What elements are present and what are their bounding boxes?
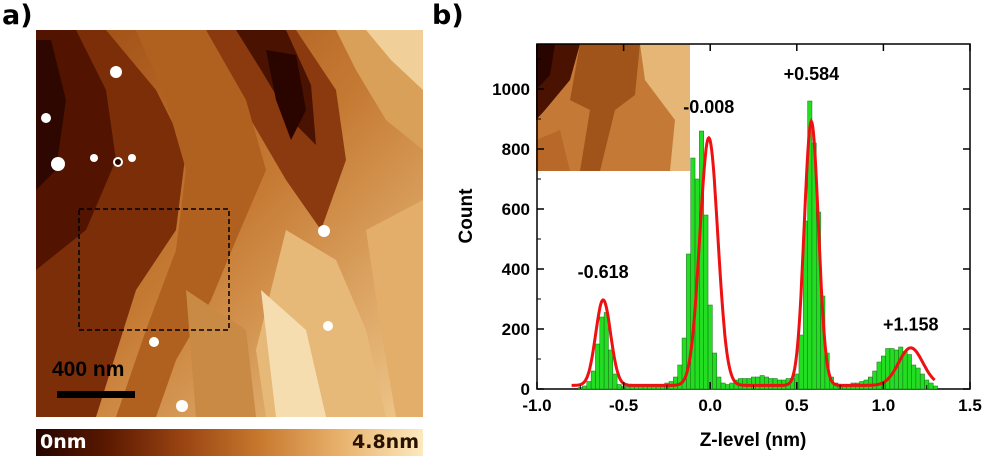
inset-terrace	[570, 44, 640, 171]
x-tick-label: -1.0	[522, 396, 551, 415]
peak-label: -0.618	[578, 262, 629, 282]
histogram-bar	[673, 376, 678, 390]
afm-particle	[51, 157, 65, 171]
histogram-bar	[720, 382, 726, 390]
x-tick-label: -0.5	[609, 396, 638, 415]
y-tick-label: 400	[502, 260, 530, 279]
y-tick-label: 200	[502, 320, 530, 339]
histogram-bar	[764, 376, 769, 390]
y-axis-label: Count	[456, 188, 477, 244]
histogram-bar	[729, 382, 735, 390]
histogram-bar	[798, 334, 804, 390]
x-tick-label: 1.0	[872, 396, 896, 415]
histogram-bar	[759, 375, 765, 390]
afm-particle	[318, 225, 330, 237]
inset-terrace	[536, 130, 570, 171]
panel-b-label: b)	[432, 0, 464, 31]
histogram-bar	[582, 385, 588, 390]
histogram-bar	[915, 367, 921, 390]
axis-ticks: -1.0 -0.5 0.0 0.5 1.0 1.5 0 200 400 600 800 1000	[492, 44, 982, 415]
histogram-bar	[703, 214, 709, 390]
histogram-bar	[928, 382, 934, 390]
afm-particle	[128, 154, 136, 162]
x-tick-label: 0.0	[698, 396, 722, 415]
histogram-bar	[599, 316, 605, 390]
peak-label: -0.008	[683, 97, 734, 117]
colorbar-max-label: 4.8nm	[352, 431, 419, 453]
afm-topography-image: 400 nm	[36, 30, 423, 417]
y-tick-label: 0	[521, 380, 530, 399]
afm-particle	[110, 66, 122, 78]
afm-terrace	[366, 200, 423, 417]
afm-particle	[323, 321, 333, 331]
height-colorbar: 0nm 4.8nm	[36, 429, 423, 456]
histogram-bar	[911, 364, 917, 390]
selection-box	[78, 208, 230, 331]
histogram-bar	[932, 385, 938, 390]
histogram-bar	[712, 352, 717, 390]
histogram-bar	[590, 370, 596, 390]
y-tick-label: 600	[502, 200, 530, 219]
histogram-bar	[586, 381, 592, 390]
histogram-bar	[919, 373, 925, 390]
histogram-bar	[902, 351, 908, 390]
afm-particle	[113, 157, 123, 167]
peak-label: +1.158	[883, 315, 939, 335]
histogram-bar	[625, 386, 631, 390]
scale-bar	[57, 391, 135, 398]
afm-terrace	[186, 290, 256, 417]
histogram-bar	[768, 378, 774, 390]
histogram-bar	[755, 376, 761, 390]
afm-particle	[90, 154, 98, 162]
inset-terrace	[536, 44, 555, 90]
inset-image	[536, 44, 690, 171]
histogram-bar	[867, 376, 873, 390]
afm-particle	[41, 113, 51, 123]
histogram-bar	[885, 348, 891, 390]
y-tick-label: 1000	[492, 80, 530, 99]
histogram-bar	[725, 384, 730, 390]
afm-terrace	[36, 40, 66, 190]
histogram-bar	[612, 373, 618, 390]
x-tick-label: 0.5	[785, 396, 809, 415]
histogram-bar	[707, 304, 713, 390]
histogram-bar	[772, 378, 778, 390]
histogram-bar	[608, 349, 614, 390]
peak-label: +0.584	[784, 64, 840, 84]
scale-bar-label: 400 nm	[52, 358, 124, 381]
afm-particle	[176, 400, 188, 412]
histogram-bar	[716, 376, 722, 390]
afm-terrace	[261, 290, 326, 417]
histogram-bar	[616, 384, 622, 390]
afm-terrace	[116, 30, 266, 417]
peak-annotations: -0.618 -0.008 +0.584 +1.158	[578, 64, 939, 335]
afm-terrace	[366, 30, 423, 90]
histogram-bar	[746, 378, 752, 390]
histogram-bar	[595, 343, 601, 390]
histogram-bar	[889, 348, 895, 390]
panel-a-label: a)	[2, 0, 33, 31]
y-tick-label: 800	[502, 140, 530, 159]
afm-terrace	[266, 50, 306, 140]
x-tick-label: 1.5	[958, 396, 982, 415]
histogram-bar	[906, 354, 912, 390]
colorbar-min-label: 0nm	[40, 431, 87, 453]
x-axis-label: Z-level (nm)	[700, 430, 807, 451]
inset-terrace	[640, 44, 690, 171]
height-histogram-chart: -1.0 -0.5 0.0 0.5 1.0 1.5 0 200 400 600 800 1000 -0…	[456, 43, 982, 451]
afm-particle	[149, 337, 159, 347]
